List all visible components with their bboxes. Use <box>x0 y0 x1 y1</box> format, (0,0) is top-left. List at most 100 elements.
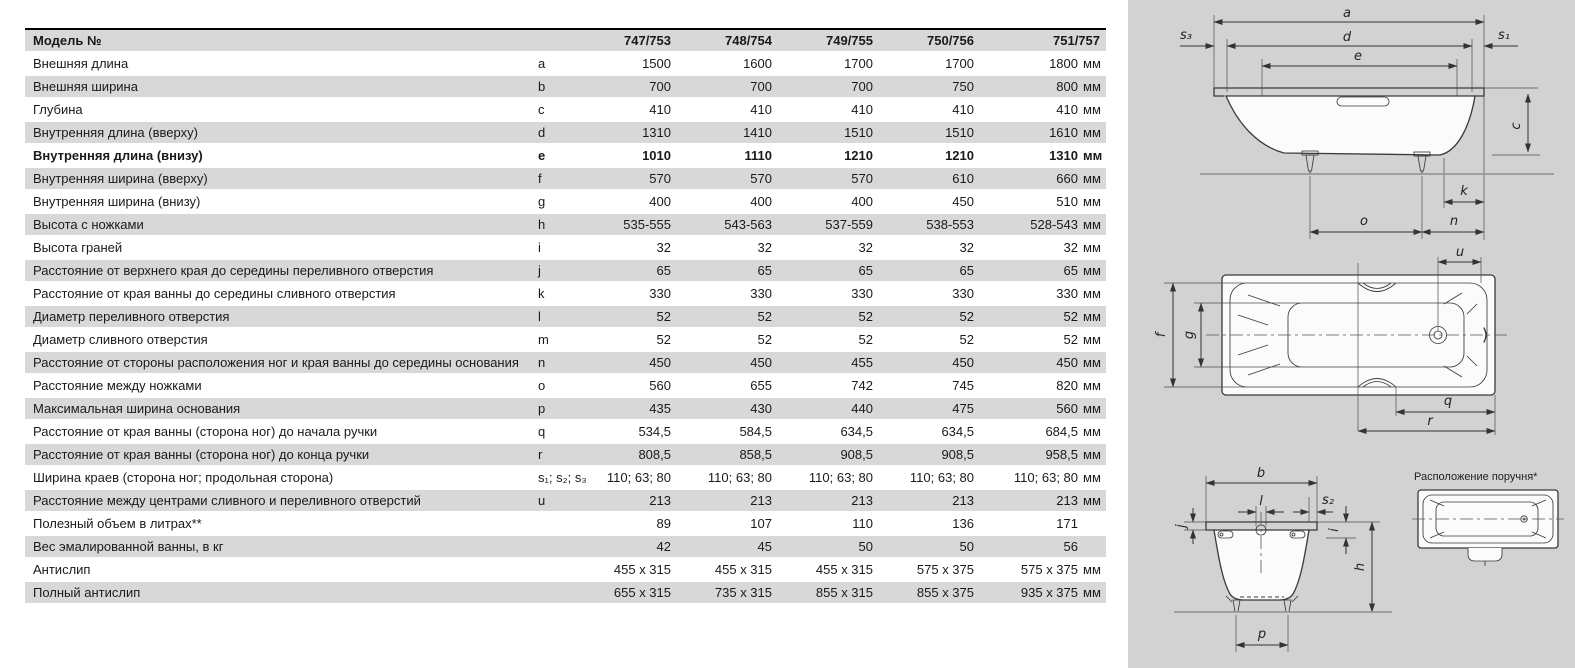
table-row: Диаметр сливного отверстия m 52 52 52 52… <box>25 329 1106 350</box>
value-col4: 136 <box>952 516 974 531</box>
value-col2: 110; 63; 80 <box>707 470 772 485</box>
table-row: Внутренняя ширина (внизу) g 400 400 400 … <box>25 191 1106 212</box>
value-col1: 42 <box>656 539 671 554</box>
value-col5: 684,5 мм <box>1004 421 1106 442</box>
handle-location-diagram: Расположение поручня* <box>1412 471 1564 566</box>
value-col3: 400 <box>851 194 873 209</box>
table-row: Расстояние от верхнего края до середины … <box>25 260 1106 281</box>
value-unit: мм <box>1083 194 1101 209</box>
row-label: Внутренняя ширина (внизу) <box>33 194 201 209</box>
value-col5: 1610 мм <box>1004 122 1106 143</box>
row-dim-letter: n <box>538 355 546 370</box>
table-row: Диаметр переливного отверстия l 52 52 52… <box>25 306 1106 327</box>
value-unit: мм <box>1083 401 1101 416</box>
side-view-dimension-lines <box>1180 19 1531 235</box>
end-view-dimension-lines <box>1190 480 1375 648</box>
value-col1: 52 <box>656 309 671 324</box>
value-col4: 110; 63; 80 <box>909 470 974 485</box>
value-col2: 430 <box>750 401 772 416</box>
value-col2: 52 <box>757 332 772 347</box>
overflow-mark <box>1483 327 1487 343</box>
value-col5: 110; 63; 80 мм <box>1004 467 1106 488</box>
header-col-2: 748/754 <box>725 33 772 48</box>
row-label: Расстояние между ножками <box>33 378 202 393</box>
value-col3: 110; 63; 80 <box>808 470 873 485</box>
value-unit: мм <box>1083 493 1101 508</box>
value-unit: мм <box>1083 470 1101 485</box>
value-col1: 700 <box>649 79 671 94</box>
value-col5: 1800 мм <box>1004 53 1106 74</box>
table-row: Внешняя ширина b 700 700 700 750 800 мм <box>25 76 1106 97</box>
value-col5: 958,5 мм <box>1004 444 1106 465</box>
grab-handle-tab <box>1467 548 1503 562</box>
value-col5: 330 мм <box>1004 283 1106 304</box>
top-view-dimension-lines <box>1170 259 1496 434</box>
value-col1: 32 <box>656 240 671 255</box>
value-number: 820 <box>1056 378 1078 393</box>
row-label: Высота граней <box>33 240 123 255</box>
dimension-label-n: n <box>1450 214 1458 229</box>
value-col1: 110; 63; 80 <box>606 470 671 485</box>
value-col5: 560 мм <box>1004 398 1106 419</box>
row-dim-letter: j <box>538 263 541 278</box>
diagram-panel: a d s₃ s₁ e c k o n <box>1128 0 1575 668</box>
row-dim-letter: c <box>538 102 545 117</box>
value-col1: 655 x 315 <box>613 585 671 600</box>
value-unit: мм <box>1083 171 1101 186</box>
dimension-label-f: f <box>1154 330 1169 337</box>
handle-location-drawing <box>1412 489 1564 566</box>
value-col4: 634,5 <box>941 424 974 439</box>
value-number: 410 <box>1056 102 1078 117</box>
dimension-label-u: u <box>1456 245 1464 260</box>
value-col4: 538-553 <box>926 217 974 232</box>
row-dim-letter: q <box>538 424 546 439</box>
value-col4: 745 <box>952 378 974 393</box>
value-unit: мм <box>1083 424 1101 439</box>
dimension-label-g: g <box>1182 331 1197 339</box>
row-dim-letter: r <box>538 447 543 462</box>
value-unit: мм <box>1083 332 1101 347</box>
tub-foot-left <box>1301 150 1319 174</box>
value-number: 684,5 <box>1045 424 1078 439</box>
value-number: 1610 <box>1049 125 1078 140</box>
value-col5: 52 мм <box>1004 329 1106 350</box>
value-number: 1800 <box>1049 56 1078 71</box>
value-number: 528-543 <box>1030 217 1078 232</box>
value-col4: 50 <box>959 539 974 554</box>
value-col3: 52 <box>858 332 873 347</box>
value-number: 660 <box>1056 171 1078 186</box>
side-view-labels: a d s₃ s₁ e c k o n <box>1180 6 1524 229</box>
value-col2: 543-563 <box>724 217 772 232</box>
value-col2: 858,5 <box>739 447 772 462</box>
row-dim-letter: k <box>538 286 545 301</box>
table-row: Максимальная ширина основания p 435 430 … <box>25 398 1106 419</box>
dimension-label-h: h <box>1353 563 1368 571</box>
spec-table-body: Внешняя длина a 1500 1600 1700 1700 1800… <box>25 53 1106 603</box>
value-col4: 213 <box>952 493 974 508</box>
value-number: 110; 63; 80 <box>1013 470 1078 485</box>
value-col1: 455 x 315 <box>613 562 671 577</box>
handle-location-caption: Расположение поручня* <box>1414 471 1538 483</box>
value-col2: 655 <box>750 378 772 393</box>
value-col2: 65 <box>757 263 772 278</box>
value-col1: 450 <box>649 355 671 370</box>
value-col2: 700 <box>750 79 772 94</box>
value-number: 65 <box>1063 263 1078 278</box>
value-col1: 560 <box>649 378 671 393</box>
value-unit: мм <box>1083 378 1101 393</box>
row-label: Внешняя длина <box>33 56 129 71</box>
value-col2: 410 <box>750 102 772 117</box>
dimension-label-q: q <box>1444 394 1452 409</box>
table-row: Расстояние от края ванны (сторона ног) д… <box>25 421 1106 442</box>
top-view-diagram: u f g q r <box>1154 245 1510 435</box>
value-col5: 820 мм <box>1004 375 1106 396</box>
table-row: Внутренняя длина (вверху) d 1310 1410 15… <box>25 122 1106 143</box>
side-view-tub-drawing <box>1200 87 1554 175</box>
value-unit <box>1078 513 1106 534</box>
value-col5: 935 x 375 мм <box>1004 582 1106 603</box>
value-col4: 575 x 375 <box>916 562 974 577</box>
row-dim-letter: l <box>538 309 541 324</box>
row-dim-letter: h <box>538 217 546 232</box>
value-col3: 742 <box>851 378 873 393</box>
overflow-slot <box>1336 96 1390 107</box>
